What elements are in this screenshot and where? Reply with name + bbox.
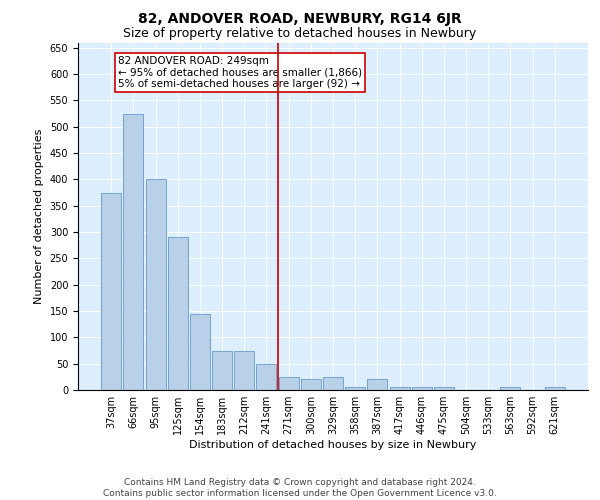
Bar xyxy=(256,364,277,390)
Text: Size of property relative to detached houses in Newbury: Size of property relative to detached ho… xyxy=(124,28,476,40)
Bar xyxy=(146,180,166,390)
Text: 82 ANDOVER ROAD: 249sqm
← 95% of detached houses are smaller (1,866)
5% of semi-: 82 ANDOVER ROAD: 249sqm ← 95% of detache… xyxy=(118,56,362,89)
Bar xyxy=(234,350,254,390)
Bar xyxy=(500,388,520,390)
Bar xyxy=(434,388,454,390)
Bar xyxy=(212,350,232,390)
Bar xyxy=(367,380,388,390)
Bar xyxy=(278,377,299,390)
Bar xyxy=(412,388,432,390)
Bar xyxy=(190,314,210,390)
Bar xyxy=(168,238,188,390)
Bar xyxy=(389,388,410,390)
Bar xyxy=(545,388,565,390)
Bar xyxy=(101,192,121,390)
Y-axis label: Number of detached properties: Number of detached properties xyxy=(34,128,44,304)
Bar xyxy=(301,380,321,390)
Text: 82, ANDOVER ROAD, NEWBURY, RG14 6JR: 82, ANDOVER ROAD, NEWBURY, RG14 6JR xyxy=(138,12,462,26)
Bar xyxy=(124,114,143,390)
Bar xyxy=(345,388,365,390)
Bar xyxy=(323,377,343,390)
X-axis label: Distribution of detached houses by size in Newbury: Distribution of detached houses by size … xyxy=(190,440,476,450)
Text: Contains HM Land Registry data © Crown copyright and database right 2024.
Contai: Contains HM Land Registry data © Crown c… xyxy=(103,478,497,498)
